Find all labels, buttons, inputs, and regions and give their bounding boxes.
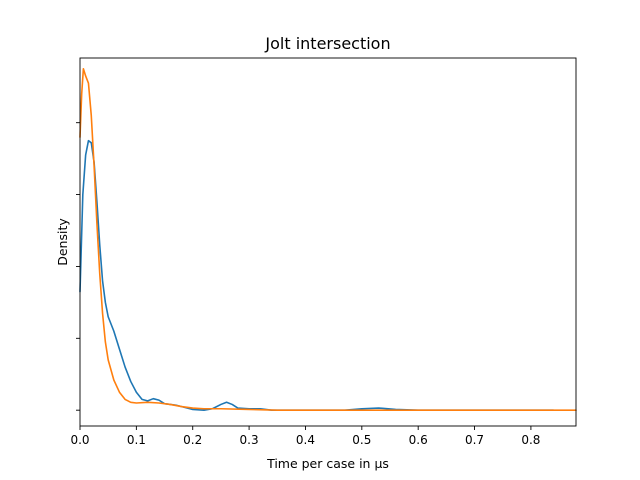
plot-frame xyxy=(79,57,577,427)
x-tick-label: 0.0 xyxy=(70,433,89,447)
chart-title: Jolt intersection xyxy=(264,34,390,53)
x-tick-label: 0.6 xyxy=(409,433,428,447)
x-tick-label: 0.8 xyxy=(521,433,540,447)
x-tick-label: 0.4 xyxy=(296,433,315,447)
x-axis-ticks: 0.0 0.1 0.2 0.3 0.4 0.5 0.6 0.7 0.8 xyxy=(70,426,540,447)
x-tick-label: 0.7 xyxy=(465,433,484,447)
x-tick-label: 0.2 xyxy=(183,433,202,447)
series-layer xyxy=(79,67,577,411)
x-tick-label: 0.3 xyxy=(240,433,259,447)
x-tick-label: 0.1 xyxy=(127,433,146,447)
y-axis-ticks xyxy=(76,122,80,411)
y-axis-label: Density xyxy=(55,218,70,266)
x-tick-label: 0.5 xyxy=(352,433,371,447)
series-line-1 xyxy=(79,139,555,411)
x-axis-label: Time per case in µs xyxy=(266,456,389,471)
series-line-2 xyxy=(79,67,577,411)
